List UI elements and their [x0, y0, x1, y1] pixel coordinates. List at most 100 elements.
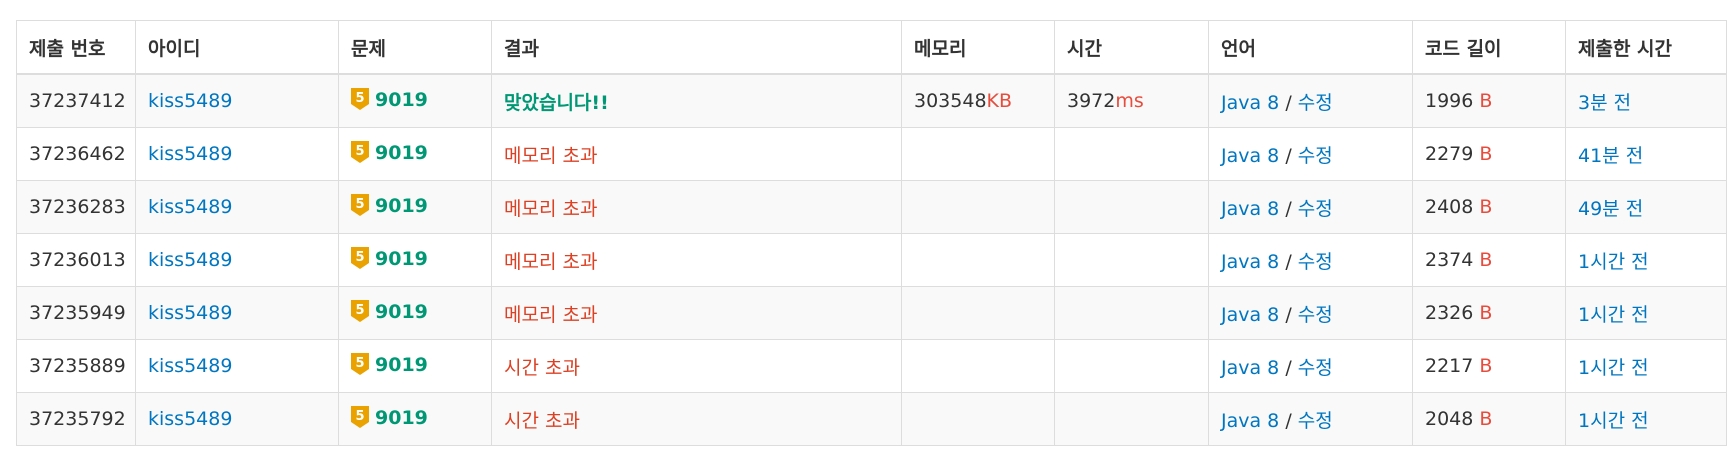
table-row: 37236283 kiss5489 5 9019 메모리 초과 Java 8 /… — [16, 180, 1727, 234]
edit-link[interactable]: 수정 — [1297, 144, 1333, 167]
submitted-at-cell: 41분 전 — [1565, 127, 1727, 181]
tier-badge-icon: 5 — [351, 299, 369, 327]
table-header: 제출 번호 아이디 문제 결과 메모리 시간 언어 코드 길이 제출한 시간 — [16, 20, 1727, 75]
code-length-cell: 2374 B — [1412, 233, 1566, 287]
submission-id: 37235949 — [16, 286, 136, 340]
svg-text:5: 5 — [355, 409, 364, 424]
submitted-at-link[interactable]: 1시간 전 — [1578, 303, 1649, 326]
user-id-link[interactable]: kiss5489 — [148, 408, 233, 430]
problem-link[interactable]: 9019 — [375, 88, 428, 111]
problem-link[interactable]: 9019 — [375, 406, 428, 429]
time-cell — [1054, 127, 1209, 181]
table-row: 37235949 kiss5489 5 9019 메모리 초과 Java 8 /… — [16, 286, 1727, 340]
result-text[interactable]: 시간 초과 — [504, 356, 580, 379]
problem-link[interactable]: 9019 — [375, 300, 428, 323]
user-id-link[interactable]: kiss5489 — [148, 355, 233, 377]
submission-id-text: 37235949 — [29, 302, 126, 324]
code-length-unit: B — [1479, 355, 1493, 377]
result-text[interactable]: 메모리 초과 — [504, 250, 598, 273]
result-cell: 메모리 초과 — [491, 180, 902, 234]
tier-badge-icon: 5 — [351, 193, 369, 221]
user-id-link[interactable]: kiss5489 — [148, 196, 233, 218]
result-cell: 메모리 초과 — [491, 286, 902, 340]
result-cell: 시간 초과 — [491, 392, 902, 446]
header-language: 언어 — [1208, 20, 1413, 75]
edit-link[interactable]: 수정 — [1297, 197, 1333, 220]
submission-id: 37235889 — [16, 339, 136, 393]
language-cell: Java 8 / 수정 — [1208, 127, 1413, 181]
svg-text:5: 5 — [355, 91, 364, 106]
submitted-at-link[interactable]: 1시간 전 — [1578, 250, 1649, 273]
user-id-link[interactable]: kiss5489 — [148, 143, 233, 165]
problem-cell: 5 9019 — [338, 392, 492, 446]
submission-status-table: 제출 번호 아이디 문제 결과 메모리 시간 언어 코드 길이 제출한 시간 3… — [16, 20, 1727, 446]
language-link[interactable]: Java 8 — [1221, 144, 1280, 167]
problem-link[interactable]: 9019 — [375, 247, 428, 270]
result-text[interactable]: 맞았습니다!! — [504, 91, 609, 114]
language-cell: Java 8 / 수정 — [1208, 73, 1413, 128]
submission-id: 37236013 — [16, 233, 136, 287]
code-length-cell: 2217 B — [1412, 339, 1566, 393]
user-id-link[interactable]: kiss5489 — [148, 249, 233, 271]
code-length-unit: B — [1479, 408, 1493, 430]
language-link[interactable]: Java 8 — [1221, 197, 1280, 220]
language-link[interactable]: Java 8 — [1221, 356, 1280, 379]
edit-link[interactable]: 수정 — [1297, 409, 1333, 432]
code-length-value: 2048 — [1425, 408, 1474, 430]
code-length-unit: B — [1479, 249, 1493, 271]
svg-text:5: 5 — [355, 250, 364, 265]
user-id-link[interactable]: kiss5489 — [148, 90, 233, 112]
problem-cell: 5 9019 — [338, 233, 492, 287]
memory-cell — [901, 339, 1055, 393]
code-length-cell: 1996 B — [1412, 73, 1566, 128]
language-separator: / — [1285, 144, 1292, 167]
language-link[interactable]: Java 8 — [1221, 91, 1280, 114]
edit-link[interactable]: 수정 — [1297, 91, 1333, 114]
user-id-cell: kiss5489 — [135, 180, 339, 234]
time-cell — [1054, 339, 1209, 393]
problem-link[interactable]: 9019 — [375, 194, 428, 217]
header-time: 시간 — [1054, 20, 1209, 75]
svg-text:5: 5 — [355, 303, 364, 318]
edit-link[interactable]: 수정 — [1297, 250, 1333, 273]
header-code-length: 코드 길이 — [1412, 20, 1566, 75]
result-text[interactable]: 메모리 초과 — [504, 144, 598, 167]
edit-link[interactable]: 수정 — [1297, 303, 1333, 326]
language-link[interactable]: Java 8 — [1221, 303, 1280, 326]
problem-link[interactable]: 9019 — [375, 353, 428, 376]
submission-id: 37236462 — [16, 127, 136, 181]
user-id-cell: kiss5489 — [135, 233, 339, 287]
svg-text:5: 5 — [355, 144, 364, 159]
language-separator: / — [1285, 91, 1292, 114]
submission-id-text: 37237412 — [29, 90, 126, 112]
code-length-cell: 2408 B — [1412, 180, 1566, 234]
problem-link[interactable]: 9019 — [375, 141, 428, 164]
submitted-at-cell: 1시간 전 — [1565, 286, 1727, 340]
user-id-link[interactable]: kiss5489 — [148, 302, 233, 324]
language-link[interactable]: Java 8 — [1221, 409, 1280, 432]
memory-cell — [901, 233, 1055, 287]
language-link[interactable]: Java 8 — [1221, 250, 1280, 273]
code-length-value: 1996 — [1425, 90, 1474, 112]
result-text[interactable]: 시간 초과 — [504, 409, 580, 432]
table-row: 37237412 kiss5489 5 9019 맞았습니다!! 303548K… — [16, 73, 1727, 128]
submitted-at-link[interactable]: 41분 전 — [1578, 144, 1644, 167]
language-separator: / — [1285, 197, 1292, 220]
submitted-at-cell: 49분 전 — [1565, 180, 1727, 234]
result-text[interactable]: 메모리 초과 — [504, 197, 598, 220]
submitted-at-link[interactable]: 1시간 전 — [1578, 356, 1649, 379]
submitted-at-link[interactable]: 1시간 전 — [1578, 409, 1649, 432]
language-separator: / — [1285, 409, 1292, 432]
result-text[interactable]: 메모리 초과 — [504, 303, 598, 326]
submitted-at-link[interactable]: 49분 전 — [1578, 197, 1644, 220]
language-separator: / — [1285, 250, 1292, 273]
problem-cell: 5 9019 — [338, 127, 492, 181]
code-length-value: 2326 — [1425, 302, 1474, 324]
memory-cell — [901, 180, 1055, 234]
submission-id-text: 37236013 — [29, 249, 126, 271]
code-length-unit: B — [1479, 196, 1493, 218]
submitted-at-link[interactable]: 3분 전 — [1578, 91, 1632, 114]
code-length-value: 2374 — [1425, 249, 1474, 271]
edit-link[interactable]: 수정 — [1297, 356, 1333, 379]
status-table-container: 제출 번호 아이디 문제 결과 메모리 시간 언어 코드 길이 제출한 시간 3… — [16, 20, 1727, 446]
